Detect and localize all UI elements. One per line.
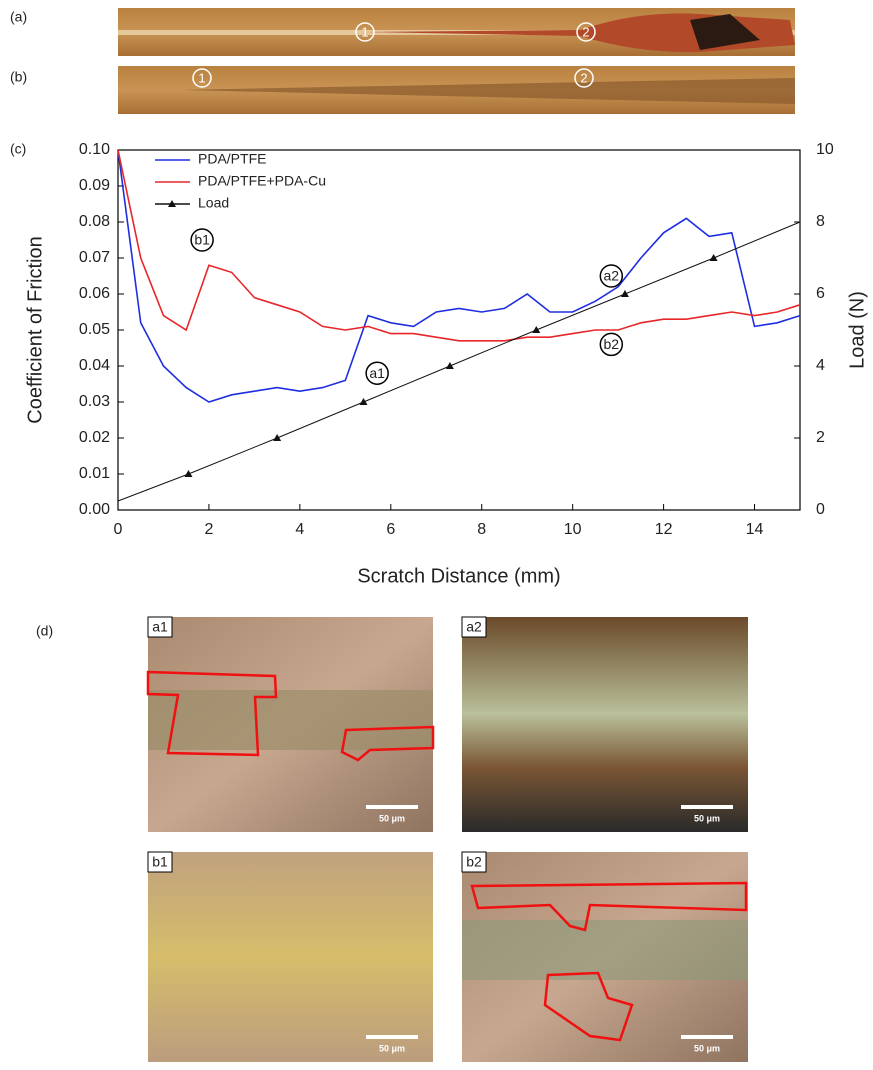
micro-a2 — [462, 617, 748, 832]
load-marker — [709, 254, 718, 261]
micro-b2 — [462, 852, 748, 1062]
marker-circle — [574, 68, 594, 88]
y-tick-label: 0.04 — [79, 357, 110, 374]
x-tick-label: 0 — [114, 521, 123, 538]
panel-label: (d) — [36, 623, 53, 639]
image-label: a2 — [466, 619, 482, 635]
y2-tick-label: 10 — [816, 141, 834, 158]
x-axis-label: Scratch Distance (mm) — [357, 565, 560, 587]
marker-circle — [576, 22, 596, 42]
annotation-circle — [365, 361, 389, 385]
y2-tick-label: 4 — [816, 357, 825, 374]
marker-label: 1 — [198, 70, 205, 85]
load-marker — [532, 326, 541, 333]
y-tick-label: 0.08 — [79, 213, 110, 230]
scale-label: 50 μm — [379, 1043, 405, 1053]
load-marker — [273, 434, 282, 441]
x-tick-label: 12 — [655, 521, 673, 538]
image-label-box — [461, 616, 487, 638]
photo-b — [118, 66, 795, 114]
y-tick-label: 0.01 — [79, 465, 110, 482]
image-label-box — [147, 616, 173, 638]
annotation-label: a2 — [604, 268, 620, 284]
legend-label: Load — [198, 195, 229, 211]
y2-tick-label: 2 — [816, 429, 825, 446]
series-line — [117, 149, 801, 342]
y-tick-label: 0.07 — [79, 249, 110, 266]
panel-label: (c) — [10, 141, 26, 157]
x-tick-label: 8 — [477, 521, 486, 538]
load-marker — [620, 290, 629, 297]
legend-marker — [168, 200, 176, 207]
scale-bar — [366, 805, 418, 809]
y-tick-label: 0.09 — [79, 177, 110, 194]
load-marker — [445, 362, 454, 369]
marker-label: 2 — [580, 70, 587, 85]
x-tick-label: 10 — [564, 521, 582, 538]
load-marker — [184, 470, 193, 477]
series-line — [117, 221, 801, 502]
legend-label: PDA/PTFE — [198, 151, 266, 167]
image-label-box — [147, 851, 173, 873]
annotation-circle — [599, 264, 624, 288]
y2-tick-label: 8 — [816, 213, 825, 230]
scale-bar — [366, 1035, 418, 1039]
image-label: b1 — [152, 854, 168, 870]
legend-label: PDA/PTFE+PDA-Cu — [198, 173, 326, 189]
y-tick-label: 0.02 — [79, 429, 110, 446]
scale-bar — [681, 1035, 733, 1039]
x-tick-label: 2 — [204, 521, 213, 538]
scale-label: 50 μm — [694, 1043, 720, 1053]
y-axis-label: Coefficient of Friction — [24, 236, 46, 424]
marker-circle — [355, 22, 375, 42]
x-tick-label: 6 — [386, 521, 395, 538]
load-marker — [359, 398, 368, 405]
photo-a — [118, 8, 795, 56]
annotation-label: b1 — [194, 232, 210, 248]
y2-tick-label: 6 — [816, 285, 825, 302]
y-tick-label: 0.00 — [79, 501, 110, 518]
y2-axis-label: Load (N) — [846, 291, 868, 369]
image-label: b2 — [466, 854, 482, 870]
annotation-circle — [190, 228, 214, 252]
scale-label: 50 μm — [379, 813, 405, 823]
y-tick-label: 0.10 — [79, 141, 110, 158]
panel-label: (a) — [10, 9, 27, 25]
y-tick-label: 0.05 — [79, 321, 110, 338]
y2-tick-label: 0 — [816, 501, 825, 518]
image-label: a1 — [152, 619, 168, 635]
annotation-label: a1 — [369, 365, 385, 381]
panel-label: (b) — [10, 69, 27, 85]
marker-label: 2 — [582, 24, 589, 39]
annotation-circle — [599, 332, 624, 357]
marker-circle — [192, 68, 212, 88]
marker-label: 1 — [361, 24, 368, 39]
y-tick-label: 0.03 — [79, 393, 110, 410]
micro-b1 — [148, 852, 433, 1062]
series-line — [117, 149, 801, 403]
micro-a1 — [146, 617, 435, 832]
x-tick-label: 4 — [295, 521, 304, 538]
scale-label: 50 μm — [694, 813, 720, 823]
annotation-label: b2 — [604, 336, 620, 352]
image-label-box — [461, 851, 487, 873]
scale-bar — [681, 805, 733, 809]
x-tick-label: 14 — [746, 521, 764, 538]
y-tick-label: 0.06 — [79, 285, 110, 302]
